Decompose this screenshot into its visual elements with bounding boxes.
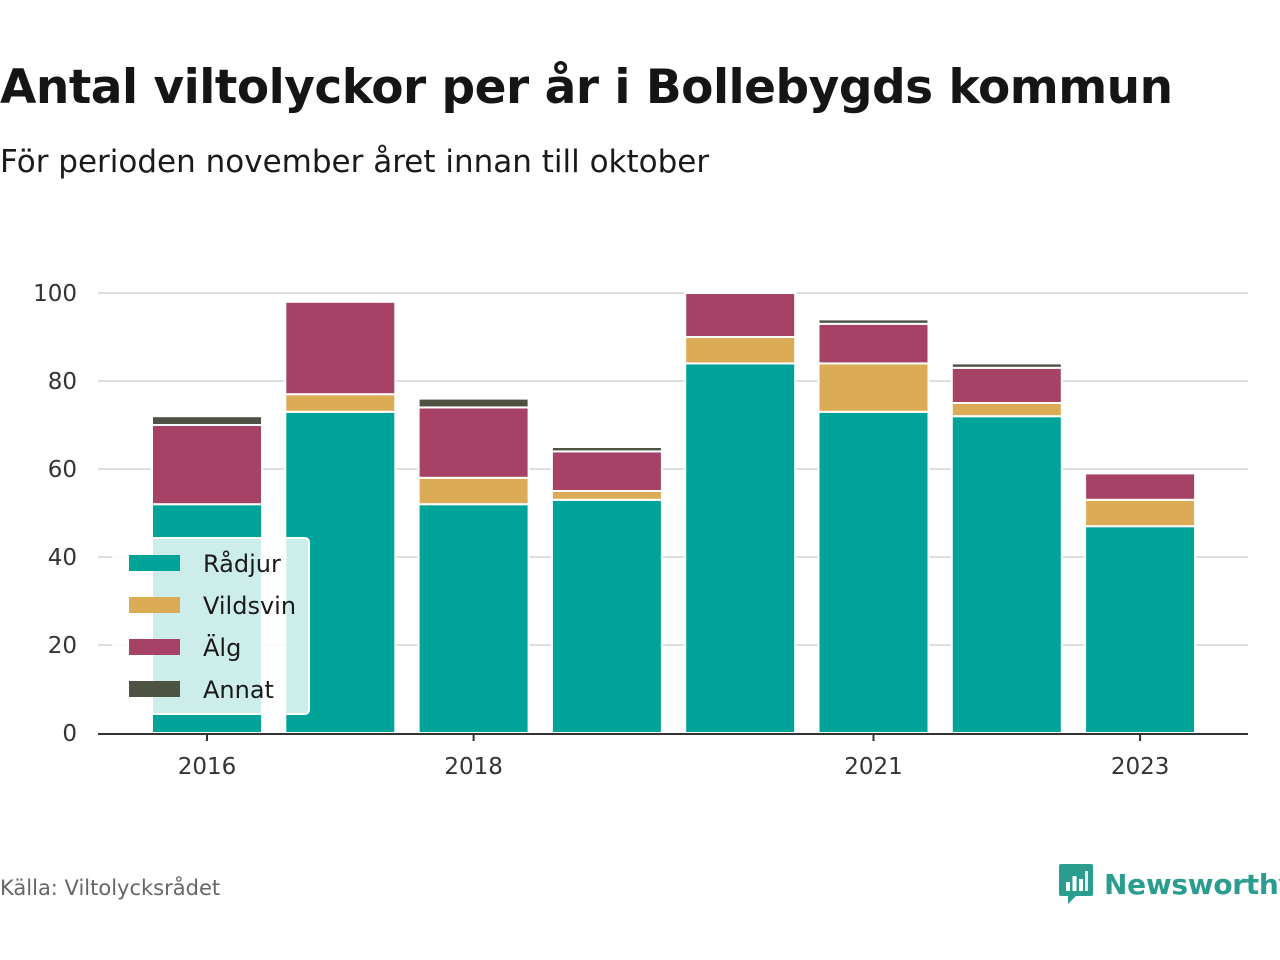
bar-segment (817, 362, 930, 413)
bar-segment (684, 336, 797, 365)
y-tick-label: 100 (33, 281, 77, 307)
x-tick-label: 2023 (1111, 754, 1170, 780)
legend-label: Älg (203, 633, 241, 662)
bar-segment (417, 406, 530, 479)
brand-name: Newsworthy (1104, 867, 1280, 901)
y-tick-label: 40 (48, 545, 77, 571)
bar-segment (1084, 498, 1197, 528)
bar-segment (550, 498, 663, 734)
bar-segment (1084, 525, 1197, 735)
bar-segment (684, 292, 797, 338)
bar-segment (151, 415, 263, 427)
bar-segment (950, 402, 1063, 418)
bar-segment (817, 410, 930, 734)
y-tick-label: 0 (62, 721, 77, 747)
chart-subtitle: För perioden november året innan till ok… (0, 144, 710, 180)
bar-segment (817, 318, 930, 325)
axes: 0 20 40 60 80 100 2016 2018 2021 2023 (33, 281, 1248, 780)
legend-label: Annat (203, 676, 274, 704)
x-tick-label: 2016 (178, 754, 237, 780)
bar-segment (417, 397, 530, 409)
chart-title: Antal viltolyckor per år i Bollebygds ko… (0, 60, 1173, 115)
y-tick-label: 80 (48, 369, 77, 395)
bar-segment (817, 322, 930, 365)
bar-segment (151, 424, 263, 506)
bar-segment (684, 362, 797, 734)
legend-label: Vildsvin (203, 592, 296, 620)
newsworthy-logo-icon (1059, 864, 1093, 904)
legend-swatch (129, 597, 180, 613)
bar-segment (284, 300, 397, 396)
legend-swatch (129, 639, 180, 655)
brand-logo: Newsworthy (1058, 862, 1280, 906)
bar-segment (284, 393, 397, 413)
bar-segment (950, 366, 1063, 404)
legend-box (112, 537, 310, 715)
x-tick-label: 2021 (844, 754, 903, 780)
legend: Rådjur Vildsvin Älg Annat (112, 537, 310, 715)
legend-label: Rådjur (203, 549, 281, 578)
bar-segment (550, 446, 663, 453)
x-tick-label: 2018 (444, 754, 503, 780)
y-tick-label: 60 (48, 457, 77, 483)
legend-swatch (129, 555, 180, 571)
bar-segment (417, 476, 530, 506)
bar-segment (950, 415, 1063, 734)
legend-swatch (129, 681, 180, 697)
bar-segment (950, 362, 1063, 369)
bar-segment (550, 490, 663, 501)
bar-segment (1084, 472, 1197, 501)
y-tick-label: 20 (48, 633, 77, 659)
source-text: Källa: Viltolycksrådet (0, 876, 221, 900)
bar-segment (550, 450, 663, 492)
bar-segment (417, 503, 530, 735)
